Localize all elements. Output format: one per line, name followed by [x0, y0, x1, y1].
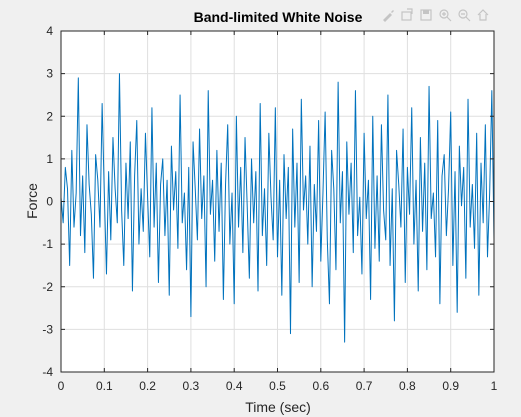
y-ticks: -4 -3 -2 -1 0 1 2 3 4 [42, 24, 494, 379]
x-ticks: 0 0.1 0.2 0.3 0.4 0.5 0.6 0.7 0.8 0.9 1 [58, 31, 498, 393]
brush-icon [381, 8, 395, 27]
x-axis-label: Time (sec) [245, 399, 311, 415]
y-tick-label: -1 [42, 237, 53, 251]
home-icon [476, 8, 490, 27]
x-tick-label: 0.7 [356, 379, 373, 393]
axes-toolbar [380, 7, 491, 27]
series-line [60, 73, 495, 343]
zoom-in-button[interactable] [437, 8, 453, 27]
x-tick-label: 0.2 [139, 379, 156, 393]
y-tick-label: 2 [46, 109, 53, 123]
chart-title: Band-limited White Noise [194, 9, 363, 25]
x-tick-label: 0.5 [269, 379, 286, 393]
x-tick-label: 0.3 [183, 379, 200, 393]
y-tick-label: -4 [42, 365, 53, 379]
y-tick-label: 3 [46, 67, 53, 81]
export-icon [400, 7, 414, 27]
export-button[interactable] [399, 7, 415, 27]
x-tick-label: 0 [58, 379, 65, 393]
y-tick-label: -2 [42, 280, 53, 294]
zoom-out-button[interactable] [456, 8, 472, 27]
y-tick-label: 1 [46, 152, 53, 166]
y-tick-label: -3 [42, 322, 53, 336]
save-button[interactable] [418, 8, 434, 27]
x-tick-label: 0.4 [226, 379, 243, 393]
brush-button[interactable] [380, 9, 396, 25]
x-tick-label: 0.8 [399, 379, 416, 393]
x-tick-label: 0.9 [442, 379, 459, 393]
y-tick-label: 4 [46, 24, 53, 38]
x-tick-label: 0.6 [312, 379, 329, 393]
home-button[interactable] [475, 8, 491, 27]
series-group [60, 73, 495, 343]
y-axis-label: Force [24, 183, 40, 219]
x-tick-label: 1 [491, 379, 498, 393]
y-tick-label: 0 [46, 195, 53, 209]
zoom-out-icon [457, 8, 471, 27]
zoom-in-icon [438, 8, 452, 27]
x-tick-label: 0.1 [96, 379, 113, 393]
save-icon [419, 8, 433, 27]
